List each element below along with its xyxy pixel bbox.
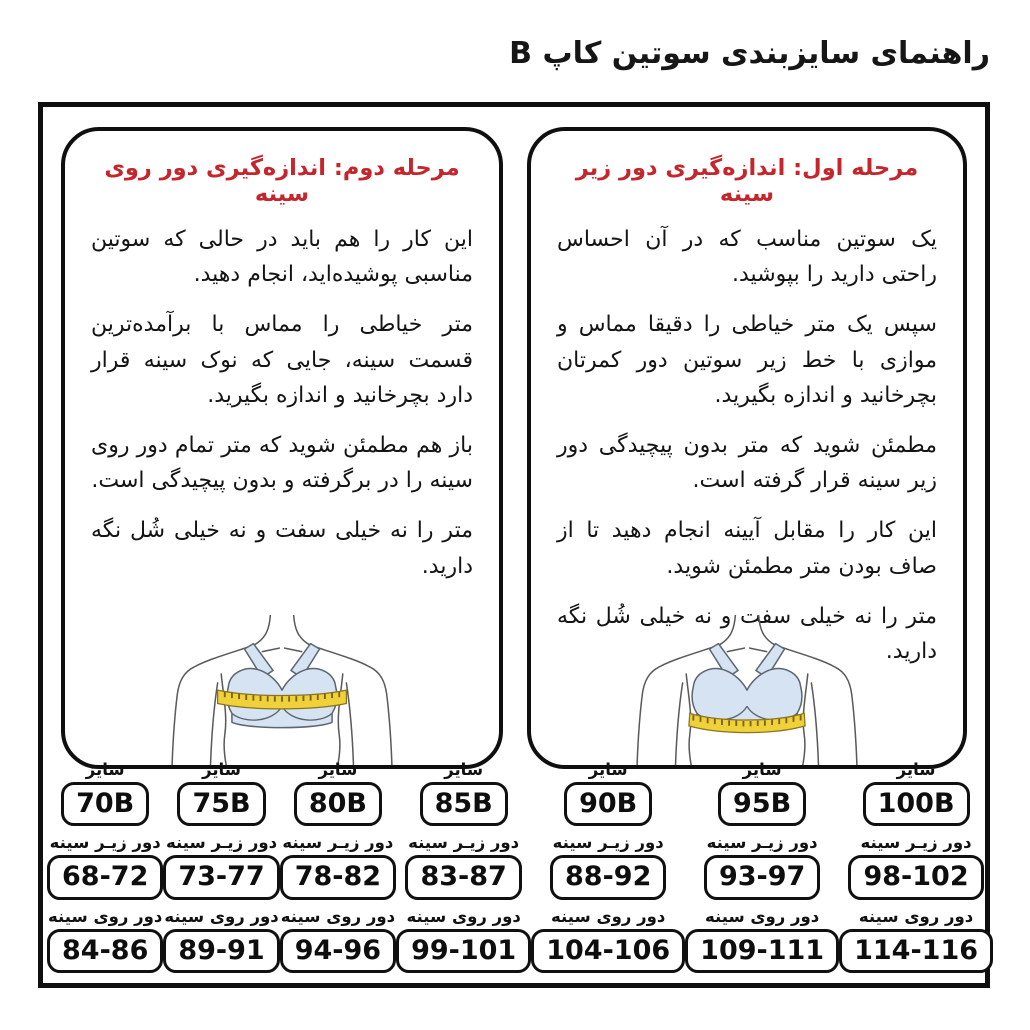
step2-paragraph: متر را نه خیلی سفت و نه خیلی شُل نگه دار… — [91, 518, 473, 579]
step1-paragraph: مطمئن شوید که متر بدون پیچیدگی دور زیر س… — [557, 432, 937, 494]
step1-paragraph: سپس یک متر خیاطی را دقیقا مماس و موازی ب… — [557, 312, 937, 408]
underbust-range: 73-77 — [163, 855, 280, 900]
size-column-95b: سایز 95B دور زیـر سینه 93-97 دور روی سین… — [685, 753, 840, 973]
overbust-label: دور روی سینه — [280, 906, 396, 926]
overbust-label: دور روی سینه — [551, 906, 666, 926]
step2-paragraph: متر خیاطی را مماس با برآمده‌ترین قسمت سی… — [91, 312, 473, 408]
size-label: سایز — [202, 759, 241, 779]
size-column-85b: سایز 85B دور زیـر سینه 83-87 دور روی سین… — [396, 753, 532, 973]
underbust-range: 68-72 — [47, 855, 164, 900]
size-value: 75B — [177, 781, 266, 827]
size-label: سایز — [318, 759, 358, 779]
guide-frame: مرحله اول: اندازه‌گیری دور زیر سینه یک س… — [38, 102, 994, 988]
step2-paragraph: این کار را هم باید در حالی که سوتین مناس… — [91, 227, 473, 288]
size-label: سایز — [896, 759, 936, 779]
size-value: 90B — [564, 781, 653, 827]
overbust-range: 109-111 — [685, 928, 840, 973]
underbust-range: 98-102 — [848, 855, 984, 900]
step1-paragraph: یک سوتین مناسب که در آن احساس راحتی داری… — [557, 227, 937, 288]
size-value: 95B — [718, 781, 807, 827]
overbust-range: 94-96 — [279, 928, 397, 973]
underbust-label: دور زیـر سینه — [860, 833, 972, 853]
size-value: 100B — [862, 781, 970, 827]
overbust-range: 99-101 — [396, 928, 532, 973]
size-label: سایز — [444, 759, 484, 779]
step1-heading: مرحله اول: اندازه‌گیری دور زیر سینه — [575, 155, 919, 207]
underbust-range: 78-82 — [279, 855, 397, 900]
underbust-range: 83-87 — [405, 855, 522, 900]
size-column-100b: سایز 100B دور زیـر سینه 98-102 دور روی س… — [839, 753, 994, 973]
panel-step1-underbust: مرحله اول: اندازه‌گیری دور زیر سینه یک س… — [527, 127, 967, 769]
overbust-range: 104-106 — [531, 928, 686, 973]
torso-overbust-tape-illustration — [171, 615, 393, 765]
size-table: سایز 70B دور زیـر سینه 68-72 دور روی سین… — [47, 753, 994, 973]
size-value: 80B — [293, 781, 382, 827]
underbust-label: دور زیـر سینه — [706, 833, 818, 853]
size-column-90b: سایز 90B دور زیـر سینه 88-92 دور روی سین… — [531, 753, 686, 973]
overbust-label: دور روی سینه — [704, 906, 820, 926]
step2-instructions: این کار را هم باید در حالی که سوتین مناس… — [65, 222, 499, 584]
step1-paragraph: این کار را مقابل آیینه انجام دهید تا از … — [557, 518, 937, 579]
step2-heading: مرحله دوم: اندازه‌گیری دور روی سینه — [104, 155, 460, 207]
overbust-label: دور روی سینه — [48, 906, 163, 926]
size-column-70b: سایز 70B دور زیـر سینه 68-72 دور روی سین… — [47, 753, 164, 973]
size-label: سایز — [85, 759, 125, 779]
size-value: 85B — [419, 781, 508, 827]
step1-paragraph: متر را نه خیلی سفت و نه خیلی شُل نگه دار… — [557, 603, 937, 664]
overbust-label: دور روی سینه — [858, 906, 974, 926]
step1-instructions: یک سوتین مناسب که در آن احساس راحتی داری… — [531, 222, 963, 669]
underbust-range: 93-97 — [703, 855, 821, 900]
overbust-range: 89-91 — [163, 928, 280, 973]
torso-underbust-tape-illustration — [636, 615, 858, 765]
overbust-label: دور روی سینه — [164, 906, 279, 926]
underbust-label: دور زیـر سینه — [552, 833, 664, 853]
overbust-range: 84-86 — [47, 928, 164, 973]
step2-paragraph: باز هم مطمئن شوید که متر تمام دور روی سی… — [91, 432, 473, 494]
size-column-80b: سایز 80B دور زیـر سینه 78-82 دور روی سین… — [279, 753, 397, 973]
underbust-label: دور زیـر سینه — [408, 833, 520, 853]
overbust-range: 114-116 — [839, 928, 994, 973]
size-label: سایز — [742, 759, 782, 779]
size-value: 70B — [61, 781, 150, 827]
size-label: سایز — [588, 759, 628, 779]
underbust-label: دور زیـر سینه — [166, 833, 278, 853]
underbust-label: دور زیـر سینه — [49, 833, 161, 853]
overbust-label: دور روی سینه — [406, 906, 521, 926]
panel-step2-overbust: مرحله دوم: اندازه‌گیری دور روی سینه این … — [61, 127, 503, 769]
underbust-range: 88-92 — [550, 855, 667, 900]
page-title: راهنمای سایزبندی سوتین کاپ B — [509, 36, 990, 71]
size-column-75b: سایز 75B دور زیـر سینه 73-77 دور روی سین… — [163, 753, 280, 973]
underbust-label: دور زیـر سینه — [282, 833, 394, 853]
